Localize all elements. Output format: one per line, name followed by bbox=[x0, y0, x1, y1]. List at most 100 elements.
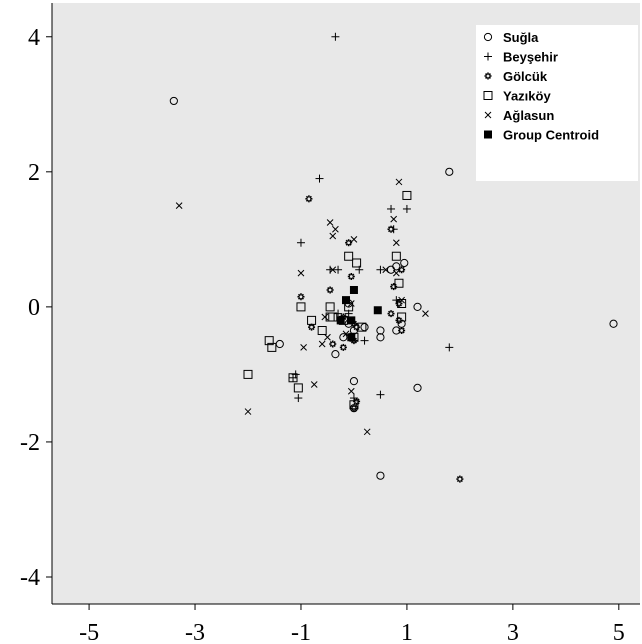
data-point bbox=[349, 400, 359, 410]
data-point bbox=[373, 306, 382, 315]
data-point bbox=[390, 215, 398, 223]
data-point bbox=[325, 302, 335, 312]
data-point bbox=[445, 343, 454, 352]
data-point bbox=[398, 266, 406, 274]
data-point bbox=[347, 333, 356, 342]
data-point bbox=[321, 313, 329, 321]
data-point bbox=[332, 225, 339, 233]
data-point bbox=[347, 272, 355, 280]
data-point bbox=[329, 340, 337, 348]
data-point bbox=[353, 323, 361, 331]
data-point bbox=[413, 302, 422, 311]
data-point bbox=[342, 296, 350, 305]
series-x bbox=[175, 178, 429, 436]
legend-marker bbox=[484, 130, 492, 139]
legend-label: Yazıköy bbox=[503, 89, 551, 104]
data-point bbox=[289, 373, 298, 382]
data-point bbox=[349, 285, 358, 294]
data-point bbox=[329, 232, 337, 240]
data-point bbox=[350, 404, 358, 412]
data-point bbox=[392, 239, 400, 247]
legend-label: Suğla bbox=[503, 30, 539, 45]
x-tick-label: 3 bbox=[507, 620, 519, 644]
data-point bbox=[293, 383, 303, 393]
data-point bbox=[317, 326, 327, 336]
legend-label: Gölcük bbox=[503, 69, 548, 84]
data-point bbox=[445, 167, 454, 176]
legend-box bbox=[476, 25, 638, 181]
y-tick-label: 4 bbox=[28, 25, 40, 51]
data-point bbox=[395, 316, 403, 324]
data-point bbox=[392, 269, 400, 277]
axis-ticks: -5 -3 -1 1 3 5 4 2 0 -2 -4 bbox=[20, 25, 625, 644]
data-point bbox=[345, 239, 353, 247]
data-point bbox=[456, 475, 464, 483]
data-point bbox=[169, 96, 178, 106]
data-point bbox=[376, 390, 385, 399]
data-point bbox=[350, 235, 358, 243]
data-point bbox=[339, 343, 347, 351]
data-point bbox=[413, 383, 422, 393]
data-point bbox=[376, 265, 385, 274]
data-point bbox=[288, 373, 298, 383]
data-point bbox=[402, 190, 412, 200]
data-point bbox=[334, 265, 343, 274]
data-point bbox=[339, 333, 348, 342]
data-point bbox=[297, 293, 305, 301]
legend-label: Ağlasun bbox=[503, 108, 554, 123]
x-tick-label: -1 bbox=[291, 620, 311, 644]
data-point bbox=[336, 316, 345, 325]
data-point bbox=[397, 312, 407, 322]
x-tick-label: 1 bbox=[401, 620, 413, 644]
data-point bbox=[349, 377, 359, 386]
data-point bbox=[300, 344, 307, 351]
data-point bbox=[244, 408, 252, 415]
data-point bbox=[376, 471, 385, 480]
x-tick-label: 5 bbox=[613, 620, 625, 644]
data-point bbox=[297, 269, 305, 277]
data-point bbox=[395, 178, 403, 186]
data-point bbox=[422, 310, 429, 317]
data-point bbox=[267, 342, 277, 352]
data-point bbox=[395, 300, 403, 307]
data-point bbox=[296, 302, 306, 312]
x-tick-label: -3 bbox=[185, 620, 205, 644]
data-point bbox=[307, 315, 317, 325]
data-point bbox=[360, 336, 369, 345]
data-point bbox=[264, 336, 274, 346]
data-point bbox=[353, 397, 361, 405]
y-tick-label: -2 bbox=[20, 430, 40, 456]
data-point bbox=[352, 258, 362, 268]
data-point bbox=[387, 310, 395, 318]
data-point bbox=[331, 350, 340, 359]
data-point bbox=[394, 278, 404, 288]
legend-marker bbox=[484, 111, 492, 119]
legend-marker bbox=[483, 91, 493, 100]
data-point bbox=[387, 225, 395, 233]
data-point bbox=[315, 174, 324, 183]
data-point bbox=[347, 387, 355, 395]
data-points bbox=[169, 32, 618, 483]
data-point bbox=[363, 428, 371, 436]
data-point bbox=[329, 266, 337, 274]
data-point bbox=[400, 258, 409, 268]
x-tick-label: -5 bbox=[79, 620, 99, 644]
data-point bbox=[324, 333, 331, 341]
data-point bbox=[347, 316, 356, 325]
data-point bbox=[310, 381, 318, 388]
y-tick-label: 0 bbox=[28, 295, 40, 321]
data-point bbox=[175, 202, 183, 209]
data-point bbox=[392, 262, 401, 271]
data-point bbox=[294, 394, 303, 403]
data-point bbox=[243, 369, 253, 379]
data-point bbox=[391, 251, 401, 261]
data-point bbox=[344, 251, 354, 261]
y-tick-label: 2 bbox=[28, 160, 40, 186]
data-point bbox=[326, 219, 334, 226]
legend-marker bbox=[483, 32, 493, 42]
legend-marker bbox=[484, 72, 492, 80]
data-point bbox=[390, 283, 398, 291]
data-point bbox=[296, 238, 305, 247]
data-point bbox=[305, 195, 313, 203]
